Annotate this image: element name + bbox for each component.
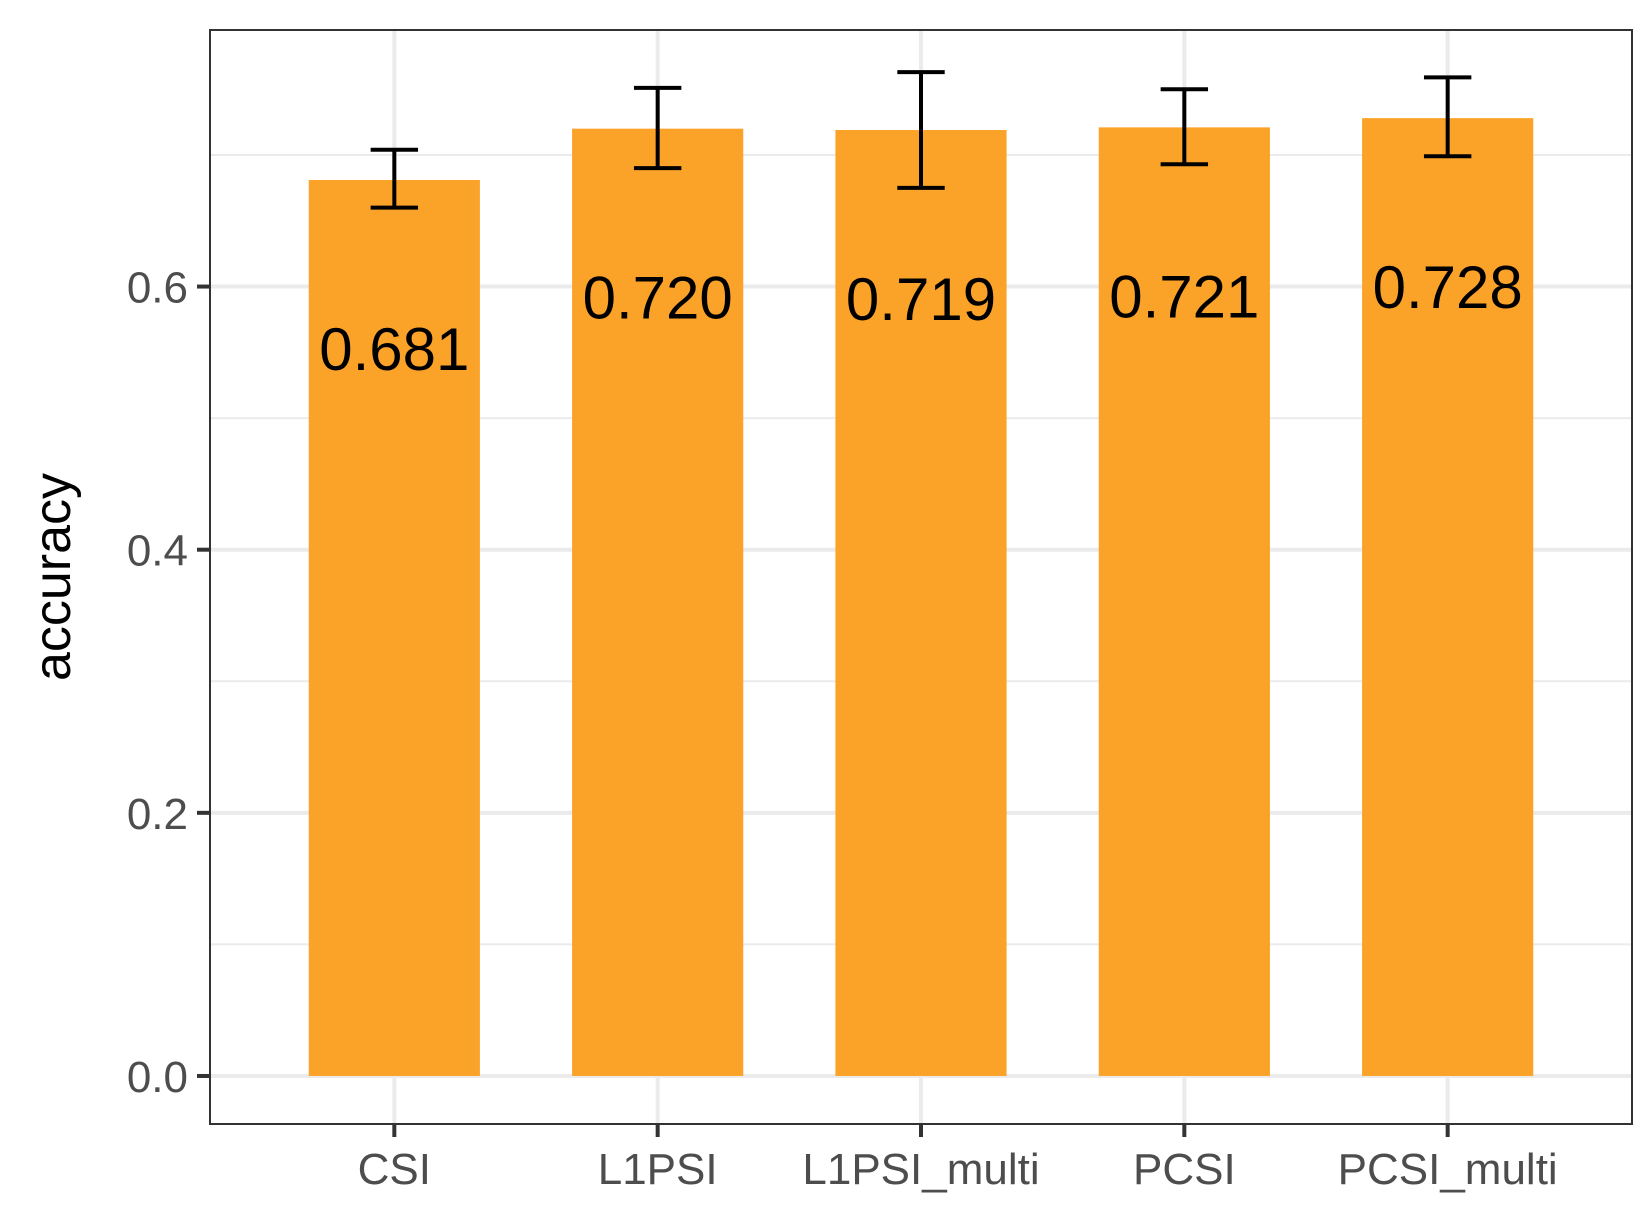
y-tick-label: 0.2: [127, 790, 188, 839]
data-label-CSI: 0.681: [319, 316, 469, 383]
x-tick-label: L1PSI_multi: [802, 1145, 1039, 1194]
data-label-L1PSI_multi: 0.719: [846, 266, 996, 333]
x-tick-label: PCSI: [1133, 1145, 1236, 1194]
bar-CSI: [308, 179, 480, 1076]
error-bars: [370, 70, 1472, 210]
x-tick-label: CSI: [358, 1145, 431, 1194]
x-tick-label: PCSI_multi: [1338, 1145, 1558, 1194]
data-label-PCSI_multi: 0.728: [1373, 254, 1523, 321]
data-labels: 0.681 0.720 0.719 0.721 0.728: [319, 254, 1522, 383]
error-bar-L1PSI_multi: [897, 70, 945, 190]
data-label-L1PSI: 0.720: [583, 265, 733, 332]
error-bar-PCSI: [1160, 87, 1209, 167]
error-bar-L1PSI: [633, 85, 682, 171]
y-tick-label: 0.4: [127, 527, 188, 576]
y-axis-title: accuracy: [24, 473, 82, 681]
bar-L1PSI_multi: [835, 129, 1007, 1076]
x-tick-label: L1PSI: [598, 1145, 718, 1194]
bars: [308, 118, 1534, 1076]
error-bar-PCSI_multi: [1423, 75, 1472, 159]
y-tick-label: 0.0: [127, 1053, 188, 1102]
y-tick-label: 0.6: [127, 264, 188, 313]
axes: 0.0 0.2 0.4 0.6 CSI L1PSI L1PSI_multi PCSI PCSI_…: [127, 264, 1558, 1194]
bar-PCSI: [1098, 127, 1270, 1076]
bar-PCSI_multi: [1362, 118, 1534, 1076]
bar-L1PSI: [572, 128, 744, 1076]
data-label-PCSI: 0.721: [1109, 263, 1259, 330]
error-bar-CSI: [370, 147, 419, 210]
